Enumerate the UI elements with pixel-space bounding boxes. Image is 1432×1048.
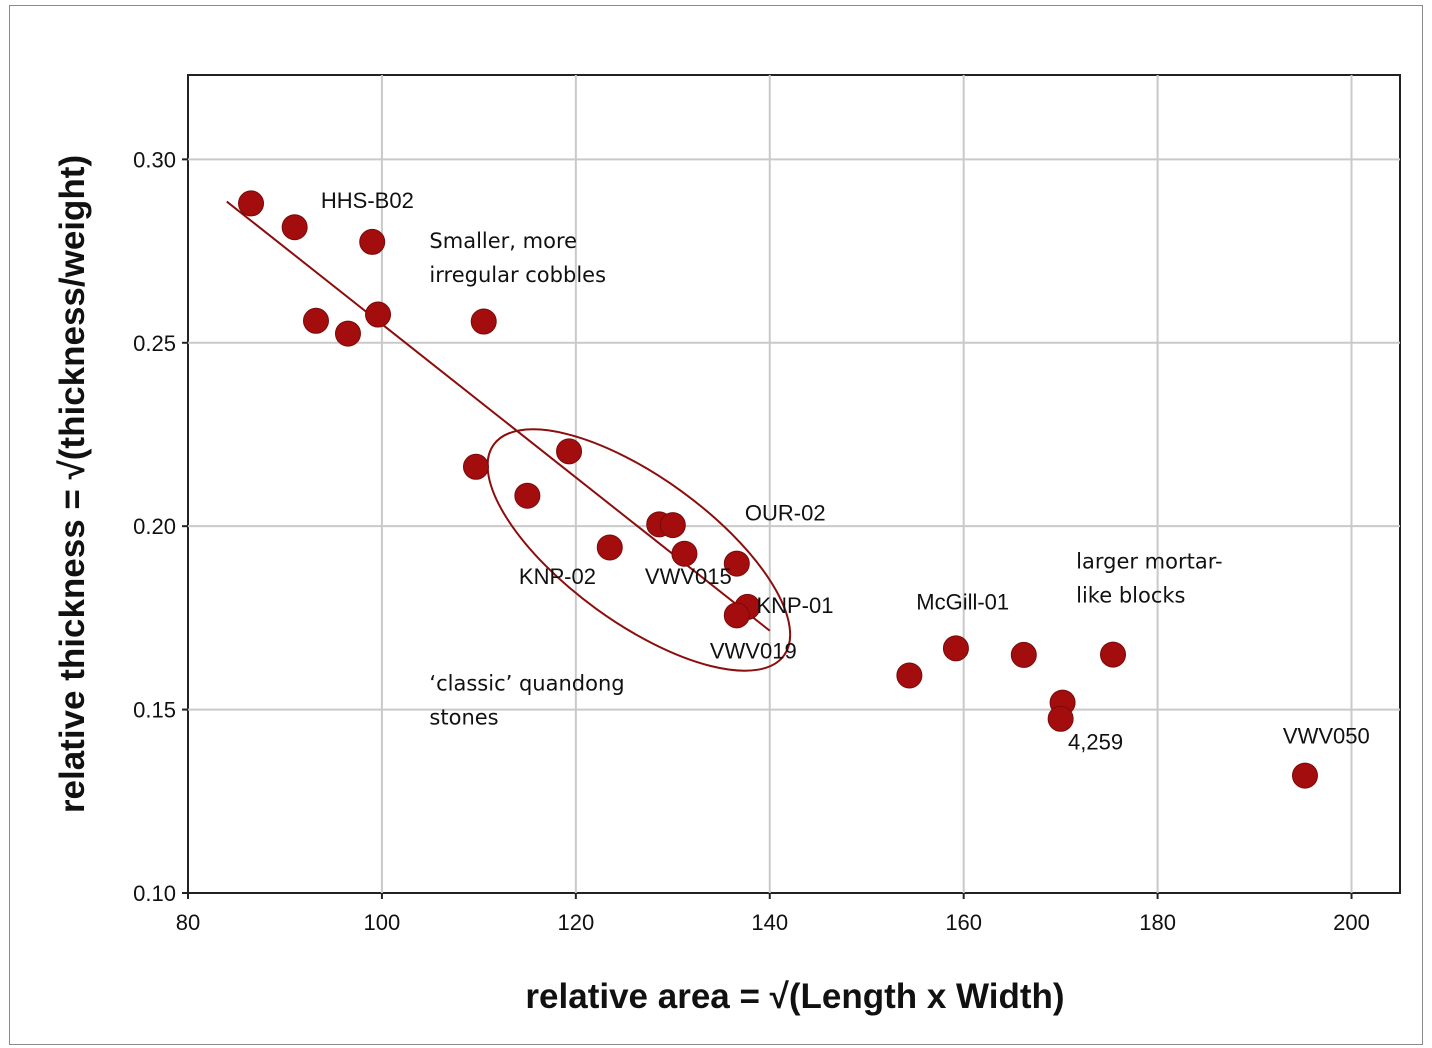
annotation-line: stones (429, 706, 498, 730)
x-axis-title: relative area = √(Length x Width) (525, 977, 1064, 1016)
chart-frame (9, 5, 1423, 1045)
y-axis-title: relative thickness = √(thickness/weight) (53, 155, 92, 813)
data-point (302, 307, 329, 334)
point-label: OUR-02 (745, 500, 826, 525)
data-point (470, 308, 497, 335)
data-point (723, 550, 750, 577)
data-point (671, 540, 698, 567)
data-point (1099, 641, 1126, 668)
x-tick-label: 100 (364, 910, 401, 935)
x-tick-label: 200 (1333, 910, 1370, 935)
data-point (281, 214, 308, 241)
plot-area (187, 74, 1401, 894)
point-labels: HHS-B02 OUR-02 KNP-02 VWV015 KNP-01 VWV019 McG… (321, 188, 1370, 754)
annotations: Smaller, more irregular cobbles larger mor… (429, 229, 1222, 729)
point-label: VWV015 (645, 564, 732, 589)
annotation-line: larger mortar- (1076, 549, 1222, 573)
annotation-line: like blocks (1076, 583, 1185, 607)
y-tick-label: 0.30 (133, 147, 176, 172)
point-label: KNP-02 (519, 564, 596, 589)
y-tick-label: 0.10 (133, 881, 176, 906)
quandong-ellipse (486, 428, 792, 672)
y-tick-label: 0.25 (133, 331, 176, 356)
point-label: HHS-B02 (321, 188, 414, 213)
x-tick-label: 140 (751, 910, 788, 935)
data-points (238, 190, 1318, 789)
x-tick-label: 160 (945, 910, 982, 935)
annotation-line: Smaller, more (429, 229, 577, 253)
y-tick-labels: 0.10 0.15 0.20 0.25 0.30 (133, 147, 188, 906)
data-point (723, 602, 750, 629)
gridlines (188, 75, 1400, 893)
y-tick-label: 0.20 (133, 514, 176, 539)
data-point (334, 320, 361, 347)
data-point (359, 228, 386, 255)
data-point (365, 301, 392, 328)
point-label: 4,259 (1068, 730, 1123, 755)
x-tick-label: 180 (1139, 910, 1176, 935)
data-point (462, 453, 489, 480)
y-tick-label: 0.15 (133, 698, 176, 723)
data-point (942, 635, 969, 662)
point-label: KNP-01 (756, 593, 833, 618)
x-tick-labels: 80 100 120 140 160 180 200 (176, 893, 1370, 935)
point-label: VWV050 (1283, 723, 1370, 748)
data-point (238, 190, 265, 217)
data-point (556, 438, 583, 465)
data-point (896, 662, 923, 689)
data-point (514, 482, 541, 509)
data-point (1010, 641, 1037, 668)
data-point (1291, 762, 1318, 789)
point-label: VWV019 (710, 639, 797, 664)
x-tick-label: 80 (176, 910, 200, 935)
annotation-line: irregular cobbles (429, 263, 606, 287)
annotation-line: ‘classic’ quandong (429, 672, 624, 696)
data-point (659, 512, 686, 539)
data-point (596, 534, 623, 561)
point-label: McGill-01 (916, 589, 1009, 614)
x-tick-label: 120 (557, 910, 594, 935)
data-point (1047, 705, 1074, 732)
